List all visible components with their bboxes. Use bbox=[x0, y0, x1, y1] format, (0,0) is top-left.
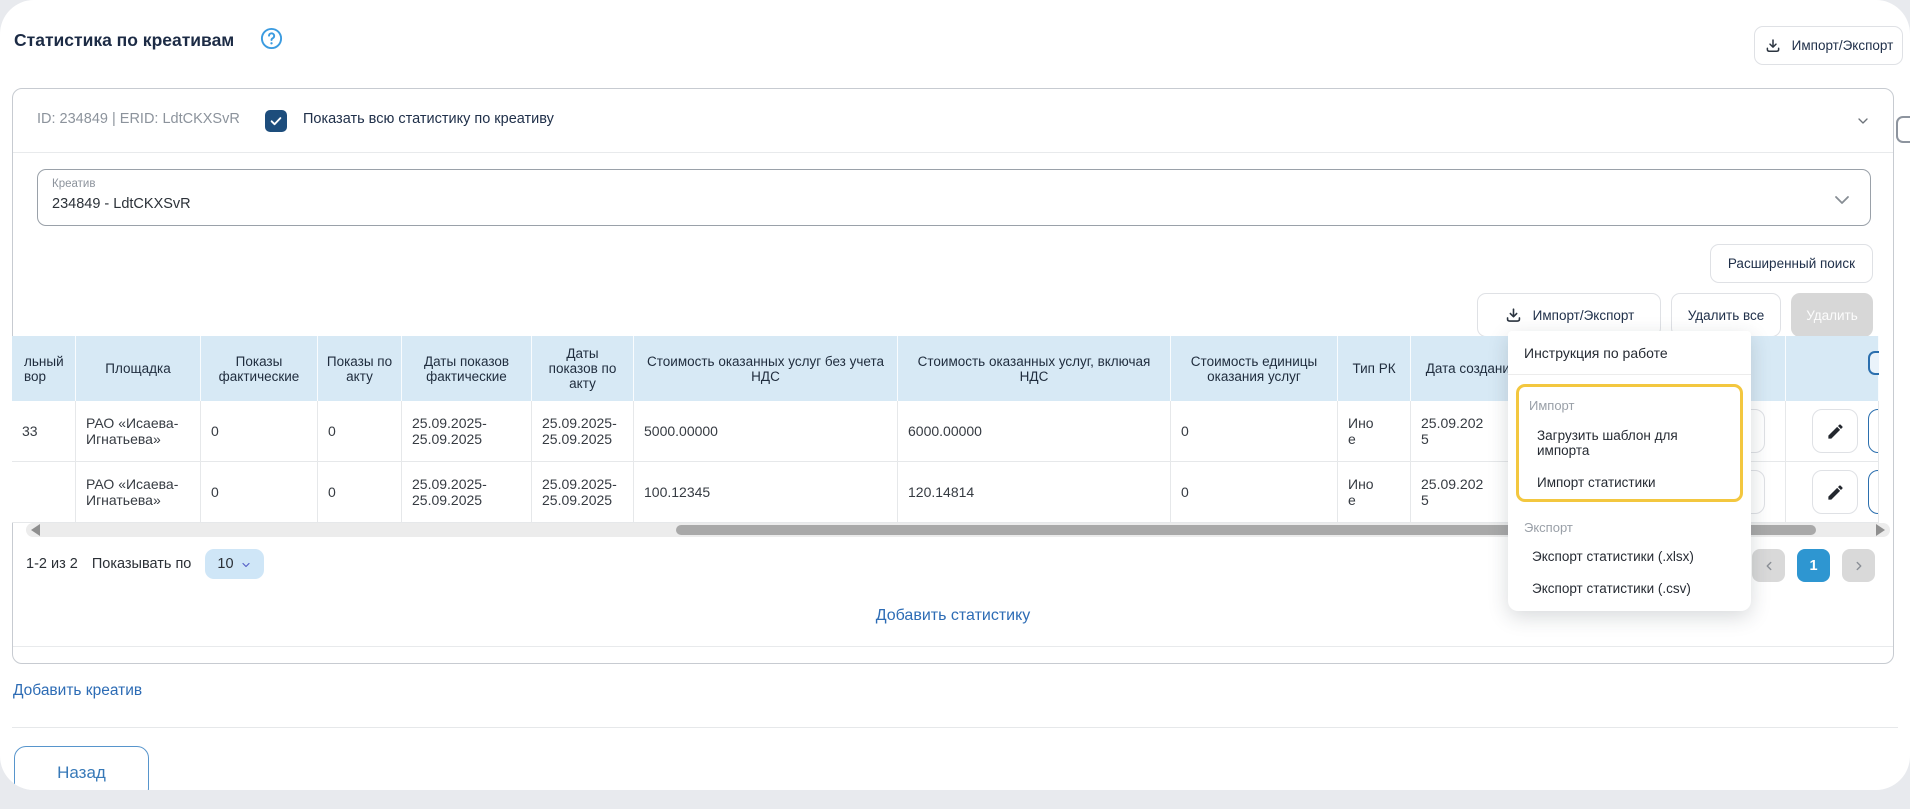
cell-cost-with-vat: 120.14814 bbox=[898, 462, 1171, 523]
show-all-checkbox[interactable] bbox=[265, 110, 287, 132]
cell-platform: РАО «Исаева-Игнатьева» bbox=[76, 401, 201, 462]
delete-all-button[interactable]: Удалить все bbox=[1671, 293, 1781, 337]
creative-id-row: ID: 234849 | ERID: LdtCKXSvR Показать вс… bbox=[13, 89, 1893, 153]
pagination-info: 1-2 из 2 Показывать по 10 bbox=[26, 549, 264, 579]
col-header-contract: льный вор bbox=[12, 336, 76, 401]
horizontal-scrollbar[interactable] bbox=[26, 523, 1890, 537]
col-header-dates-fact: Даты показов фактические bbox=[402, 336, 532, 401]
col-header-campaign-type: Тип РК bbox=[1338, 336, 1411, 401]
chevron-down-icon bbox=[1830, 188, 1854, 212]
per-page-label: Показывать по bbox=[91, 556, 192, 572]
table-toolbar: Импорт/Экспорт Удалить все Удалить bbox=[1477, 293, 1873, 337]
col-header-shows-fact: Показы фактические bbox=[201, 336, 318, 401]
import-group-label: Импорт bbox=[1529, 398, 1575, 413]
col-header-cost-with-vat: Стоимость оказанных услуг, включая НДС bbox=[898, 336, 1171, 401]
cell-unit-cost: 0 bbox=[1171, 462, 1338, 523]
menu-item-export-xlsx[interactable]: Экспорт статистики (.xlsx) bbox=[1532, 549, 1694, 564]
panel-divider bbox=[13, 646, 1893, 647]
col-header-shows-act: Показы по акту bbox=[318, 336, 402, 401]
cell-dates-fact: 25.09.2025-25.09.2025 bbox=[402, 401, 532, 462]
chevron-down-icon bbox=[240, 559, 252, 571]
cell-campaign-type: Иное bbox=[1338, 462, 1411, 523]
cell-dates-act: 25.09.2025-25.09.2025 bbox=[532, 401, 634, 462]
import-export-button-top[interactable]: Импорт/Экспорт bbox=[1754, 26, 1903, 65]
cell-dates-act: 25.09.2025-25.09.2025 bbox=[532, 462, 634, 523]
table-row: 33 РАО «Исаева-Игнатьева» 0 0 25.09.2025… bbox=[12, 401, 1879, 462]
back-button[interactable]: Назад bbox=[14, 746, 149, 790]
prev-page-button[interactable] bbox=[1752, 549, 1785, 582]
cell-shows-fact: 0 bbox=[201, 401, 318, 462]
app-card: Статистика по креативам Импорт/Экспорт I… bbox=[0, 0, 1910, 790]
table-row: РАО «Исаева-Игнатьева» 0 0 25.09.2025-25… bbox=[12, 462, 1879, 523]
cell-cost-no-vat: 5000.00000 bbox=[634, 401, 898, 462]
cell-contract: 33 bbox=[12, 401, 76, 462]
download-icon bbox=[1504, 306, 1523, 325]
cell-cost-with-vat: 6000.00000 bbox=[898, 401, 1171, 462]
add-creative-link[interactable]: Добавить креатив bbox=[13, 682, 143, 699]
chevron-right-icon bbox=[1856, 561, 1861, 570]
import-export-label: Импорт/Экспорт bbox=[1532, 307, 1635, 323]
delete-button-disabled: Удалить bbox=[1791, 293, 1873, 337]
cell-actions-edit bbox=[1786, 401, 1879, 462]
scroll-left-arrow-icon[interactable] bbox=[31, 524, 40, 536]
menu-item-instruction[interactable]: Инструкция по работе bbox=[1524, 345, 1668, 361]
per-page-value: 10 bbox=[217, 556, 234, 572]
page-divider bbox=[12, 727, 1898, 728]
cell-shows-fact: 0 bbox=[201, 462, 318, 523]
cell-platform: РАО «Исаева-Игнатьева» bbox=[76, 462, 201, 523]
menu-item-import-statistics[interactable]: Импорт статистики bbox=[1537, 475, 1656, 490]
add-statistics-row: Добавить статистику bbox=[13, 607, 1893, 625]
import-export-menu: Инструкция по работе Импорт Загрузить ша… bbox=[1508, 331, 1751, 611]
cell-shows-act: 0 bbox=[318, 401, 402, 462]
per-page-select[interactable]: 10 bbox=[205, 549, 264, 579]
download-icon bbox=[1764, 37, 1782, 55]
menu-divider bbox=[1508, 374, 1751, 375]
scroll-right-arrow-icon[interactable] bbox=[1876, 524, 1885, 536]
col-header-dates-act: Даты показов по акту bbox=[532, 336, 634, 401]
export-group-label: Экспорт bbox=[1524, 520, 1573, 535]
creative-select[interactable]: Креатив 234849 - LdtCKXSvR bbox=[37, 169, 1871, 226]
cell-campaign-type: Иное bbox=[1338, 401, 1411, 462]
scrollbar-thumb[interactable] bbox=[676, 525, 1816, 535]
collapse-chevron-icon[interactable] bbox=[1855, 113, 1871, 129]
page-title: Статистика по креативам bbox=[14, 30, 235, 50]
cell-contract bbox=[12, 462, 76, 523]
check-icon bbox=[270, 117, 282, 126]
creative-select-value: 234849 - LdtCKXSvR bbox=[52, 196, 191, 212]
edit-button[interactable] bbox=[1812, 470, 1858, 514]
add-statistics-link[interactable]: Добавить статистику bbox=[875, 607, 1031, 624]
pencil-icon bbox=[1827, 484, 1843, 500]
col-header-actions-2 bbox=[1786, 336, 1879, 401]
cell-cost-no-vat: 100.12345 bbox=[634, 462, 898, 523]
pagination-controls: 1 bbox=[1752, 549, 1875, 582]
chevron-left-icon bbox=[1766, 561, 1771, 570]
menu-item-load-template[interactable]: Загрузить шаблон для импорта bbox=[1537, 428, 1678, 458]
clipped-edge-icon[interactable] bbox=[1896, 116, 1910, 143]
cell-actions-edit bbox=[1786, 462, 1879, 523]
clipped-header-control[interactable] bbox=[1868, 351, 1879, 375]
help-icon[interactable] bbox=[260, 27, 283, 50]
import-export-label: Импорт/Экспорт bbox=[1791, 38, 1894, 53]
cell-unit-cost: 0 bbox=[1171, 401, 1338, 462]
advanced-search-button[interactable]: Расширенный поиск bbox=[1709, 244, 1873, 283]
show-all-label: Показать всю статистику по креативу bbox=[303, 111, 554, 127]
next-page-button[interactable] bbox=[1842, 549, 1875, 582]
col-header-unit-cost: Стоимость единицы оказания услуг bbox=[1171, 336, 1338, 401]
clipped-action-button[interactable] bbox=[1868, 409, 1878, 453]
clipped-action-button[interactable] bbox=[1868, 470, 1878, 514]
col-header-cost-no-vat: Стоимость оказанных услуг без учета НДС bbox=[634, 336, 898, 401]
creative-select-label: Креатив bbox=[52, 178, 96, 190]
range-text: 1-2 из 2 bbox=[26, 556, 78, 572]
edit-button[interactable] bbox=[1812, 409, 1858, 453]
creative-id-erid: ID: 234849 | ERID: LdtCKXSvR bbox=[37, 111, 240, 127]
menu-item-export-csv[interactable]: Экспорт статистики (.csv) bbox=[1532, 581, 1691, 596]
pencil-icon bbox=[1827, 423, 1843, 439]
cell-dates-fact: 25.09.2025-25.09.2025 bbox=[402, 462, 532, 523]
page-number-button[interactable]: 1 bbox=[1797, 549, 1830, 582]
cell-shows-act: 0 bbox=[318, 462, 402, 523]
col-header-platform: Площадка bbox=[76, 336, 201, 401]
import-group-highlighted: Импорт Загрузить шаблон для импорта Импо… bbox=[1516, 384, 1743, 502]
